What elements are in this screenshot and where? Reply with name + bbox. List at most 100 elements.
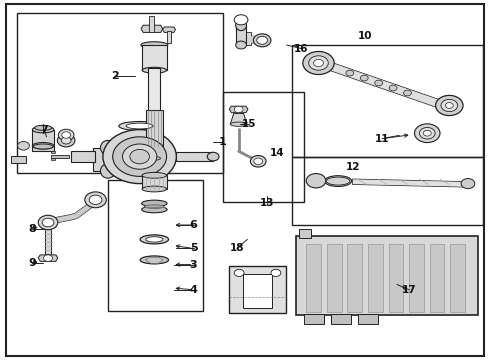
Circle shape <box>419 127 435 139</box>
Circle shape <box>38 215 58 230</box>
Ellipse shape <box>145 205 164 208</box>
Circle shape <box>122 144 157 169</box>
Bar <box>299 229 311 238</box>
Ellipse shape <box>100 164 115 178</box>
Ellipse shape <box>142 186 167 192</box>
Bar <box>304 314 324 324</box>
Text: 11: 11 <box>375 134 390 144</box>
Bar <box>409 244 424 312</box>
Bar <box>389 244 403 312</box>
Text: 2: 2 <box>111 71 119 81</box>
Bar <box>430 244 444 312</box>
Ellipse shape <box>142 200 167 207</box>
Text: 13: 13 <box>260 198 274 208</box>
Circle shape <box>85 192 106 208</box>
Circle shape <box>234 106 243 113</box>
Bar <box>450 244 465 312</box>
Bar <box>296 236 478 315</box>
Bar <box>149 16 154 32</box>
Bar <box>17 157 26 160</box>
Bar <box>51 158 55 160</box>
Circle shape <box>61 137 71 144</box>
Circle shape <box>346 70 354 76</box>
Text: 15: 15 <box>242 119 256 129</box>
Bar <box>167 31 171 43</box>
Bar <box>331 314 351 324</box>
Text: 4: 4 <box>190 285 197 295</box>
Ellipse shape <box>230 122 247 126</box>
Ellipse shape <box>33 144 53 149</box>
Ellipse shape <box>32 126 54 133</box>
Text: 14: 14 <box>270 148 284 158</box>
Ellipse shape <box>326 177 350 185</box>
Circle shape <box>62 132 71 138</box>
Ellipse shape <box>310 175 322 186</box>
Ellipse shape <box>146 237 163 242</box>
Bar <box>358 314 378 324</box>
Circle shape <box>303 51 334 75</box>
Circle shape <box>415 124 440 143</box>
Circle shape <box>314 59 323 67</box>
Circle shape <box>271 269 281 276</box>
Text: 18: 18 <box>229 243 244 253</box>
Circle shape <box>404 90 412 96</box>
Ellipse shape <box>148 157 161 160</box>
Ellipse shape <box>141 42 168 48</box>
Circle shape <box>436 95 463 116</box>
Circle shape <box>113 137 167 176</box>
Bar <box>176 152 213 161</box>
Circle shape <box>257 36 268 44</box>
Ellipse shape <box>143 155 166 162</box>
Text: 5: 5 <box>190 243 197 253</box>
Circle shape <box>250 156 266 167</box>
Text: 6: 6 <box>190 220 197 230</box>
Ellipse shape <box>32 143 54 149</box>
Circle shape <box>42 218 54 227</box>
Circle shape <box>253 34 271 47</box>
Text: 16: 16 <box>294 44 309 54</box>
Circle shape <box>254 158 263 165</box>
Ellipse shape <box>142 172 167 178</box>
Polygon shape <box>163 27 175 32</box>
Bar <box>93 148 122 171</box>
Ellipse shape <box>146 144 163 148</box>
Circle shape <box>445 103 453 108</box>
Ellipse shape <box>207 152 219 161</box>
Ellipse shape <box>325 176 352 186</box>
Circle shape <box>441 99 458 112</box>
Bar <box>71 151 95 162</box>
Ellipse shape <box>236 20 246 31</box>
Circle shape <box>461 179 475 189</box>
Text: 7: 7 <box>40 125 48 135</box>
Ellipse shape <box>142 67 167 73</box>
Bar <box>292 157 483 225</box>
Text: 10: 10 <box>358 31 372 41</box>
Bar <box>243 274 272 308</box>
Bar <box>229 266 286 313</box>
Circle shape <box>375 80 383 86</box>
Text: 8: 8 <box>28 224 36 234</box>
Polygon shape <box>38 255 58 261</box>
Polygon shape <box>229 106 248 113</box>
Bar <box>11 156 26 163</box>
Circle shape <box>234 15 248 25</box>
Text: 17: 17 <box>402 285 416 295</box>
Ellipse shape <box>140 256 169 264</box>
Ellipse shape <box>34 125 52 130</box>
Bar <box>45 222 51 254</box>
Circle shape <box>58 129 74 141</box>
Circle shape <box>44 255 52 261</box>
Bar <box>32 130 54 151</box>
Polygon shape <box>141 25 163 32</box>
Bar <box>51 151 55 153</box>
Ellipse shape <box>119 122 161 131</box>
Bar <box>142 45 167 70</box>
Circle shape <box>423 130 431 136</box>
Text: 9: 9 <box>28 258 36 268</box>
Ellipse shape <box>236 41 246 49</box>
Bar <box>108 180 203 311</box>
Bar <box>306 244 321 312</box>
Ellipse shape <box>126 123 153 129</box>
Circle shape <box>389 85 397 91</box>
Bar <box>347 244 362 312</box>
